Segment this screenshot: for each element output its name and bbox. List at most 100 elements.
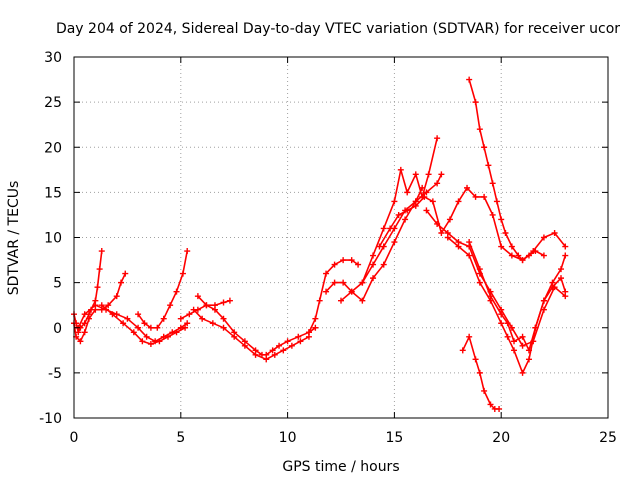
x-tick-label: 0: [70, 430, 79, 446]
series-arc-04: [98, 302, 189, 347]
series-arc-11: [338, 135, 441, 304]
series-line: [361, 173, 443, 284]
series-line: [308, 259, 359, 334]
data-point: [412, 171, 419, 178]
data-point: [489, 211, 496, 218]
series-line: [192, 308, 310, 361]
data-point: [525, 252, 532, 259]
data-point: [515, 252, 522, 259]
data-point: [370, 275, 377, 282]
data-point: [496, 405, 503, 412]
y-tick-label: 5: [53, 276, 62, 292]
data-point: [295, 333, 302, 340]
data-point: [252, 351, 259, 358]
data-point: [508, 252, 515, 259]
data-point: [498, 216, 505, 223]
y-tick-label: 30: [44, 50, 62, 66]
data-point: [190, 306, 197, 313]
data-point: [380, 261, 387, 268]
data-point: [472, 193, 479, 200]
data-point: [231, 333, 238, 340]
data-point: [177, 315, 184, 322]
series-arc-16: [466, 239, 569, 354]
data-point: [211, 306, 218, 313]
tick-layer: 0 5 10 15 20 25 -10 -5 0 5 10 15 20 25 30: [39, 50, 617, 446]
data-point: [404, 207, 411, 214]
data-point: [472, 99, 479, 106]
data-point: [412, 202, 419, 209]
y-tick-label: 15: [44, 185, 62, 201]
data-point: [186, 311, 193, 318]
data-point: [532, 324, 539, 331]
data-point: [77, 338, 84, 345]
data-point: [81, 329, 88, 336]
data-point: [476, 279, 483, 286]
series-line: [461, 335, 500, 410]
data-point: [323, 270, 330, 277]
y-tick-label: 10: [44, 231, 62, 247]
series-arc-12: [359, 171, 445, 286]
data-point: [263, 356, 270, 363]
data-point: [280, 347, 287, 354]
series-arc-17: [459, 333, 503, 412]
data-point: [434, 220, 441, 227]
data-point: [154, 324, 161, 331]
data-point: [472, 356, 479, 363]
data-point: [220, 315, 227, 322]
data-point: [85, 315, 92, 322]
data-point: [455, 243, 462, 250]
data-point: [98, 302, 105, 309]
data-point: [438, 229, 445, 236]
data-point: [421, 193, 428, 200]
data-point: [481, 193, 488, 200]
data-point: [316, 297, 323, 304]
data-point: [481, 387, 488, 394]
data-point: [485, 162, 492, 169]
data-point: [113, 293, 120, 300]
series-arc-02: [71, 270, 129, 345]
data-point: [297, 338, 304, 345]
data-point: [182, 324, 189, 331]
data-point: [156, 338, 163, 345]
x-tick-label: 5: [176, 430, 185, 446]
data-point: [558, 266, 565, 273]
series-arc-05: [135, 248, 191, 331]
data-point: [284, 338, 291, 345]
grid-layer: [74, 57, 608, 418]
data-point: [402, 216, 409, 223]
data-point: [551, 229, 558, 236]
y-tick-label: 25: [44, 95, 62, 111]
data-point: [220, 324, 227, 331]
data-point: [109, 311, 116, 318]
data-point: [429, 198, 436, 205]
series-arc-15: [444, 234, 569, 376]
data-point: [135, 324, 142, 331]
data-point: [476, 369, 483, 376]
data-point: [434, 180, 441, 187]
data-point: [338, 297, 344, 304]
data-point: [444, 234, 451, 241]
data-point: [464, 184, 471, 191]
data-point: [504, 333, 511, 340]
y-tick-label: -5: [48, 366, 62, 382]
data-point: [359, 297, 366, 304]
data-point: [481, 144, 488, 151]
data-point: [446, 216, 453, 223]
data-point: [120, 320, 127, 327]
data-point: [124, 315, 131, 322]
data-point: [466, 76, 473, 83]
data-point: [511, 338, 518, 345]
data-point: [288, 342, 295, 349]
series-line: [425, 209, 567, 347]
data-point: [532, 248, 539, 255]
data-point: [143, 333, 150, 340]
data-point: [562, 243, 569, 250]
data-point: [370, 261, 377, 268]
data-point: [92, 302, 99, 309]
series-arc-10: [323, 184, 426, 304]
data-point: [493, 198, 500, 205]
data-point: [466, 252, 473, 259]
data-point: [525, 356, 532, 363]
data-point: [489, 180, 496, 187]
data-point: [376, 243, 383, 250]
